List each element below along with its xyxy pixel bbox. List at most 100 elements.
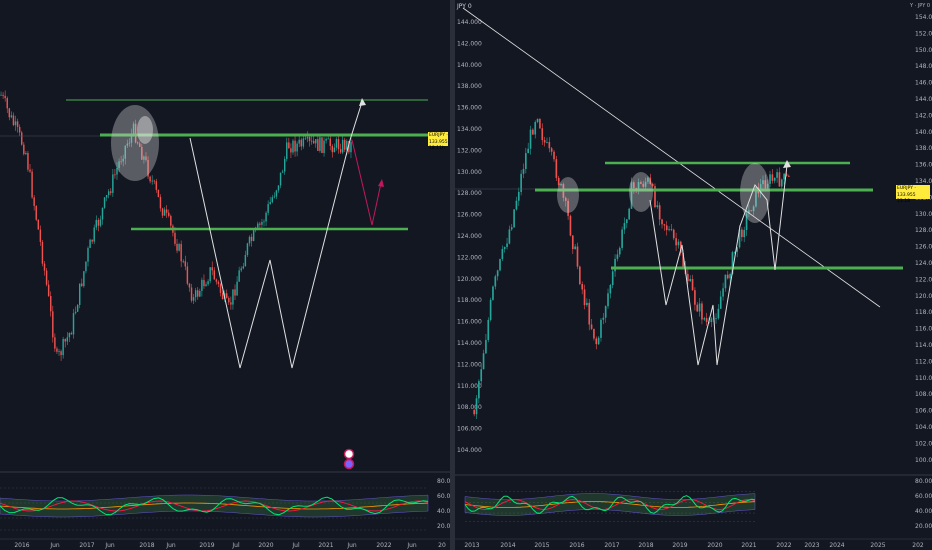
left-candle <box>350 142 352 153</box>
left-candle <box>52 311 54 338</box>
left-time-label: 2021 <box>318 542 333 549</box>
right-osc-band <box>464 493 756 516</box>
left-chart-canvas[interactable]: 80.00 60.00 40.00 20.00 2016 Jun 2017 Jun 2018 Ju… <box>0 0 450 550</box>
right-time-label: 2022 <box>776 542 791 549</box>
right-candle <box>670 229 673 231</box>
left-candle <box>213 270 216 280</box>
left-candle <box>4 95 6 99</box>
left-candle <box>103 197 106 208</box>
left-candle <box>27 152 29 170</box>
left-candle <box>205 284 207 287</box>
right-candle <box>586 302 588 306</box>
pane-divider[interactable] <box>450 0 455 550</box>
left-time-label: Jun <box>165 542 176 549</box>
right-candle <box>719 296 722 309</box>
mid-price-label: 142.000 <box>457 40 482 47</box>
right-candle <box>696 304 699 312</box>
right-osc-fast <box>464 495 756 514</box>
mid-price-label: 124.000 <box>457 233 482 240</box>
left-time-label: 2017 <box>79 542 94 549</box>
right-candle <box>614 258 616 272</box>
left-candle <box>122 158 124 162</box>
right-candle <box>649 177 652 184</box>
left-candle <box>153 180 155 182</box>
right-price-label: 134.000 <box>915 178 932 185</box>
left-candle <box>250 236 253 241</box>
left-candle <box>147 159 149 177</box>
right-candle <box>508 229 511 244</box>
left-candle <box>286 142 288 159</box>
right-price-label: 116.000 <box>915 326 932 333</box>
left-candle <box>132 123 135 134</box>
left-candle <box>339 149 342 153</box>
right-time-label: 2019 <box>672 542 687 549</box>
right-candle <box>534 122 537 135</box>
left-candle <box>221 292 224 300</box>
left-candle <box>300 139 302 147</box>
right-candle <box>532 129 534 135</box>
right-time-label: 2013 <box>464 542 479 549</box>
right-candle <box>623 223 626 230</box>
right-candle <box>766 183 769 189</box>
right-chart-pane[interactable]: 144.000 142.000 140.000 138.000 136.000 134.0… <box>455 0 932 550</box>
left-candle <box>211 267 213 271</box>
right-price-label: 102.000 <box>915 440 932 447</box>
right-price-label: 154.000 <box>915 14 932 21</box>
right-candle <box>679 241 682 253</box>
left-candle <box>219 283 222 293</box>
left-price-tag-text: EURJPY · 133.955 <box>429 133 448 145</box>
right-candle <box>755 187 757 207</box>
right-target-arrowhead <box>783 160 791 168</box>
right-price-label: 144.000 <box>915 96 932 103</box>
right-price-label: 112.000 <box>915 358 932 365</box>
right-candle <box>602 317 605 320</box>
right-price-label: 106.000 <box>915 408 932 415</box>
left-candle <box>277 185 280 191</box>
left-osc-label: 20.00 <box>437 523 450 530</box>
right-candle <box>773 177 776 181</box>
left-chart-pane[interactable]: 80.00 60.00 40.00 20.00 2016 Jun 2017 Jun 2018 Ju… <box>0 0 450 550</box>
right-candle <box>780 179 783 187</box>
left-candle <box>50 296 52 312</box>
left-candle <box>157 189 160 197</box>
mid-price-label: 138.000 <box>457 83 482 90</box>
right-candle <box>748 210 750 214</box>
right-time-label: 2017 <box>604 542 619 549</box>
right-w-pattern <box>649 164 788 366</box>
right-price-label: 138.000 <box>915 145 932 152</box>
right-osc-label: 60.00 <box>915 493 932 500</box>
left-candle <box>302 138 305 147</box>
left-candle <box>141 146 143 160</box>
right-candle <box>600 319 602 338</box>
left-osc-band <box>0 494 429 518</box>
left-candle <box>178 244 180 251</box>
right-time-label: 2016 <box>569 542 584 549</box>
right-price-label: 150.000 <box>915 47 932 54</box>
left-candle <box>331 146 334 153</box>
left-candle <box>203 279 205 287</box>
left-candle <box>315 139 317 144</box>
right-price-label: 152.000 <box>915 30 932 37</box>
left-candle <box>267 204 269 213</box>
left-candle <box>126 143 129 146</box>
left-candle <box>333 147 336 153</box>
left-candle <box>39 229 42 242</box>
right-chart-canvas[interactable]: 144.000 142.000 140.000 138.000 136.000 134.0… <box>455 0 932 550</box>
right-candle <box>785 173 788 176</box>
left-candle <box>197 290 199 297</box>
right-candle <box>588 302 591 325</box>
right-candle <box>539 118 541 129</box>
right-candle <box>731 252 734 274</box>
left-target-arrowhead <box>359 98 366 106</box>
right-price-label: 124.000 <box>915 260 932 267</box>
left-candle <box>234 289 236 296</box>
left-candle <box>139 143 141 147</box>
left-candle <box>151 180 153 182</box>
mid-price-label: 116.000 <box>457 319 482 326</box>
mid-price-label: 140.000 <box>457 62 482 69</box>
right-price-label: 110.000 <box>915 375 932 382</box>
right-price-label: 100.000 <box>915 457 932 464</box>
left-candle <box>31 171 33 198</box>
left-candle <box>194 290 197 298</box>
left-candle <box>83 271 85 287</box>
